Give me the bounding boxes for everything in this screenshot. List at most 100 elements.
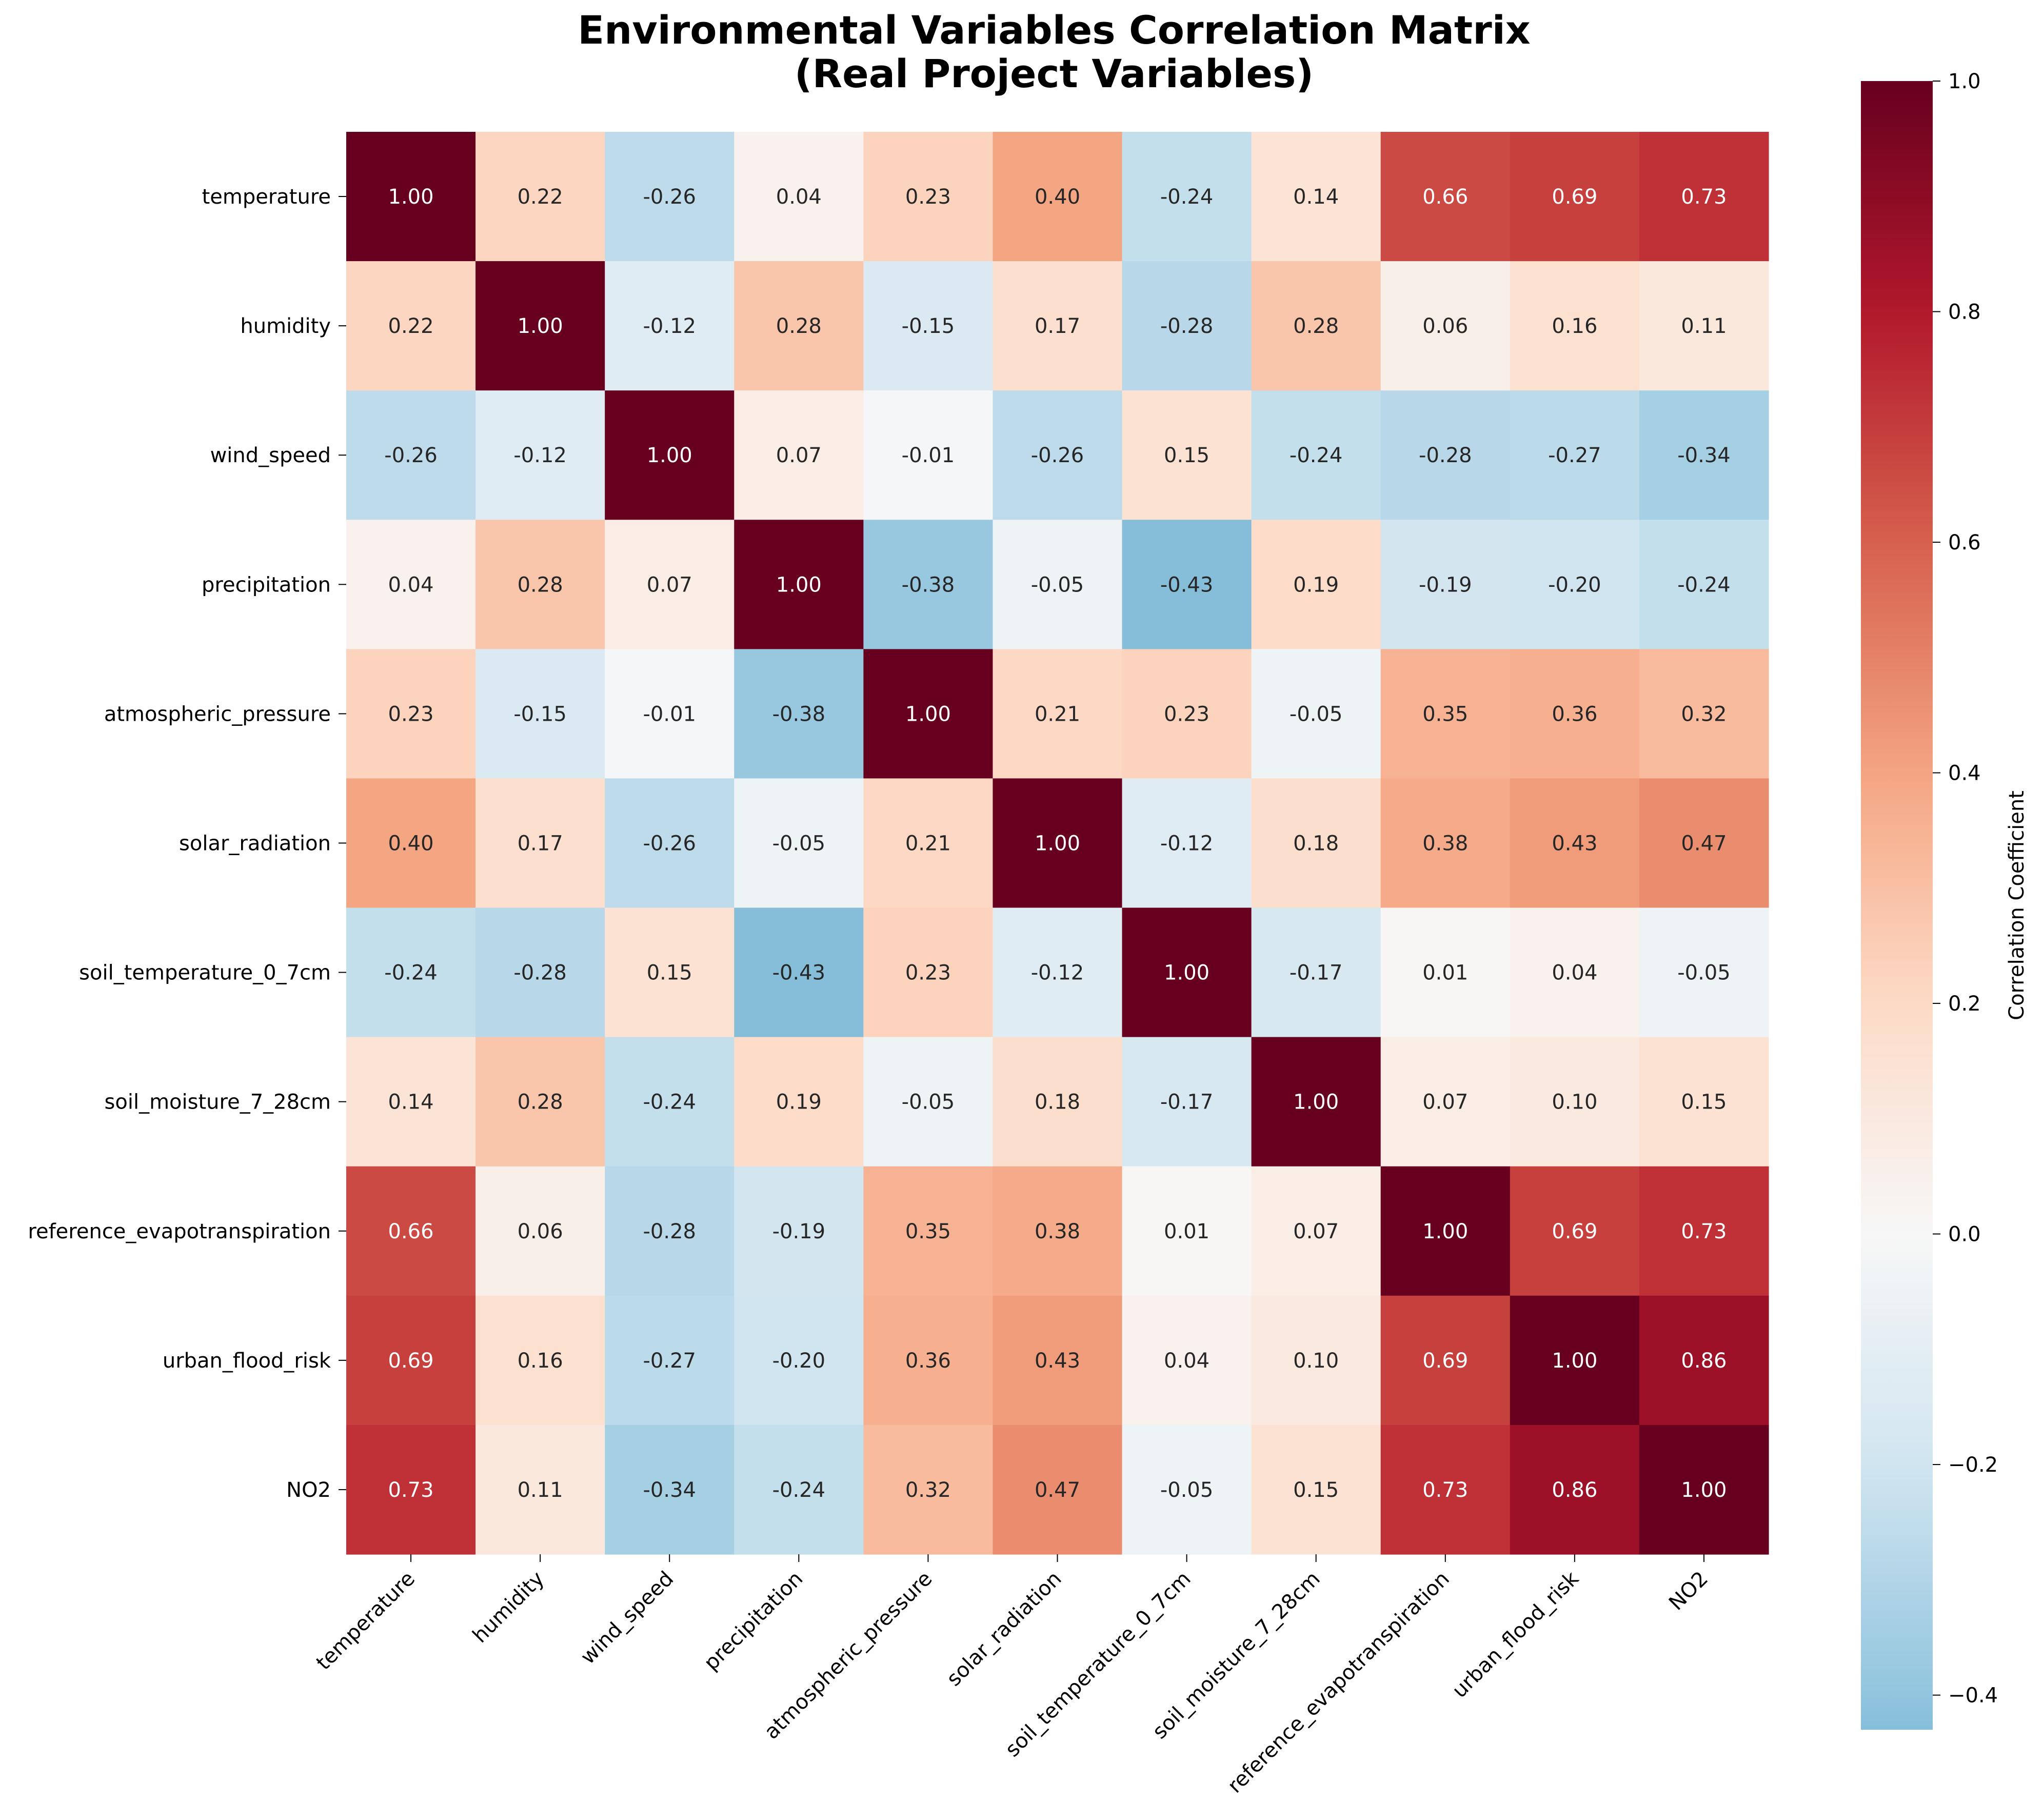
cell-value-label: 0.23 [905, 961, 951, 985]
heatmap-cell [1122, 1037, 1252, 1167]
heatmap-cell [1639, 390, 1769, 520]
heatmap-cell [346, 1425, 476, 1555]
cell-value-label: 0.16 [1552, 314, 1597, 338]
heatmap-cell [1251, 649, 1381, 779]
cell-value-label: -0.20 [1548, 573, 1601, 597]
cell-value-label: -0.34 [643, 1478, 696, 1502]
heatmap-cell [475, 1037, 605, 1167]
heatmap-cell [993, 132, 1123, 262]
heatmap-cell [346, 778, 476, 908]
cell-value-label: 0.07 [1293, 1220, 1339, 1243]
cell-value-label: 0.07 [647, 573, 692, 597]
cell-value-label: 0.21 [1035, 702, 1080, 726]
heatmap-cell [1122, 649, 1252, 779]
heatmap-cell [863, 1295, 994, 1426]
y-tick-label: solar_radiation [179, 832, 331, 856]
cell-value-label: 0.23 [905, 185, 951, 209]
cell-value-label: 0.22 [518, 185, 563, 209]
cell-value-label: -0.28 [513, 961, 567, 985]
heatmap-cell [993, 778, 1123, 908]
heatmap-cell [1510, 649, 1640, 779]
heatmap-annotations: 1.00 0.22 -0.26 0.04 0.23 0.40 -0.24 0.14 0.66 0.… [384, 185, 1730, 1502]
heatmap-cell [1251, 390, 1381, 520]
heatmap-cell [863, 907, 994, 1038]
cell-value-label: 0.69 [388, 1349, 434, 1373]
heatmap-cell [734, 1166, 864, 1296]
heatmap-cell [1380, 778, 1511, 908]
heatmap-cell [1122, 1425, 1252, 1555]
heatmap-cell [1510, 390, 1640, 520]
heatmap-cell [1122, 907, 1252, 1038]
cell-value-label: 1.00 [905, 702, 951, 726]
y-tick-label: humidity [240, 314, 331, 338]
cell-value-label: 0.86 [1552, 1478, 1597, 1502]
heatmap-cell [1251, 1295, 1381, 1426]
heatmap-cell [1510, 1295, 1640, 1426]
cell-value-label: -0.43 [1160, 573, 1214, 597]
heatmap-cell [1122, 778, 1252, 908]
heatmap-cell [605, 778, 735, 908]
heatmap-cell [1639, 261, 1769, 391]
heatmap-cell [993, 1295, 1123, 1426]
heatmap-cell [346, 520, 476, 649]
cell-value-label: 0.15 [1681, 1091, 1727, 1114]
colorbar-tick-label: 0.2 [1948, 992, 1981, 1016]
heatmap-cell [1251, 132, 1381, 262]
heatmap-cell [346, 1037, 476, 1167]
heatmap-cell [1380, 390, 1511, 520]
heatmap-cell [993, 520, 1123, 649]
heatmap-cell [1380, 649, 1511, 779]
heatmap-cell [863, 1037, 994, 1167]
heatmap-cell [475, 520, 605, 649]
heatmap-cell [605, 1037, 735, 1167]
heatmap-cell [1510, 1425, 1640, 1555]
cell-value-label: 0.43 [1035, 1349, 1080, 1373]
cell-value-label: -0.05 [772, 832, 826, 856]
heatmap-cell [1122, 261, 1252, 391]
heatmap-cell [734, 261, 864, 391]
cell-value-label: 0.01 [1422, 961, 1468, 985]
heatmap-cell [1251, 1166, 1381, 1296]
cell-value-label: -0.20 [772, 1349, 826, 1373]
cell-value-label: -0.27 [643, 1349, 696, 1373]
cell-value-label: 0.15 [1293, 1478, 1339, 1502]
cell-value-label: 0.21 [905, 832, 951, 856]
cell-value-label: 0.66 [388, 1220, 434, 1243]
cell-value-label: 0.07 [776, 444, 822, 467]
cell-value-label: -0.43 [772, 961, 826, 985]
heatmap-cell [863, 1166, 994, 1296]
heatmap-cell [1639, 778, 1769, 908]
heatmap-cell [1639, 1166, 1769, 1296]
cell-value-label: 1.00 [776, 573, 822, 597]
heatmap-cell [475, 907, 605, 1038]
heatmap-cell [475, 1295, 605, 1426]
heatmap-cell [863, 649, 994, 779]
heatmap-cell [346, 132, 476, 262]
heatmap-cell [993, 1425, 1123, 1555]
heatmap-cell [605, 390, 735, 520]
heatmap-cell [1122, 390, 1252, 520]
cell-value-label: 0.17 [1035, 314, 1080, 338]
heatmap-cell [1639, 1425, 1769, 1555]
cell-value-label: -0.24 [384, 961, 438, 985]
heatmap-cell [1122, 132, 1252, 262]
colorbar-tick-label: 0.0 [1948, 1223, 1981, 1247]
cell-value-label: 0.14 [388, 1091, 434, 1114]
y-tick-label: precipitation [202, 573, 331, 597]
cell-value-label: 0.18 [1035, 1091, 1080, 1114]
cell-value-label: 0.36 [905, 1349, 951, 1373]
cell-value-label: -0.27 [1548, 444, 1601, 467]
cell-value-label: 0.07 [1422, 1091, 1468, 1114]
heatmap-cell [1380, 1425, 1511, 1555]
heatmap-cell [346, 261, 476, 391]
x-tick-label: urban_flood_risk [1447, 1567, 1583, 1703]
heatmap-cell [475, 778, 605, 908]
heatmap-cell [1380, 1295, 1511, 1426]
cell-value-label: 0.19 [776, 1091, 822, 1114]
cell-value-label: 0.19 [1293, 573, 1339, 597]
heatmap-cell [1251, 261, 1381, 391]
colorbar-tick-label: 0.6 [1948, 531, 1981, 555]
cell-value-label: 0.10 [1293, 1349, 1339, 1373]
cell-value-label: 0.04 [1552, 961, 1597, 985]
